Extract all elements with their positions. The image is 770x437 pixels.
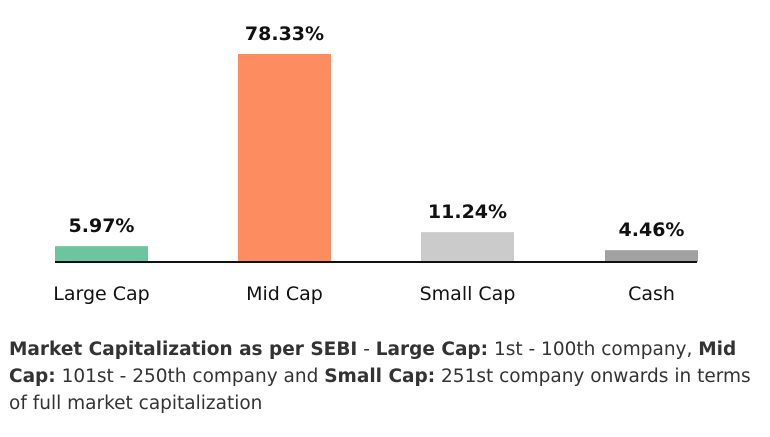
value-label-small-cap: 11.24%	[428, 201, 507, 223]
footnote-text-4: 251st company onwards in terms of full m…	[9, 366, 751, 414]
footnote-bold-1: Market Capitalization as per SEBI	[9, 339, 358, 360]
bar-cash	[605, 250, 698, 262]
value-label-mid-cap: 78.33%	[245, 23, 324, 45]
bar-chart: 5.97% 78.33% 11.24% 4.46% Large Cap Mid Cap S…	[53, 23, 698, 305]
footnote-text-2: 1st - 100th company,	[488, 339, 699, 360]
category-label-mid-cap: Mid Cap	[246, 283, 323, 305]
value-label-cash: 4.46%	[619, 219, 685, 241]
category-label-cash: Cash	[628, 283, 675, 305]
category-label-small-cap: Small Cap	[420, 283, 516, 305]
bar-large-cap	[55, 246, 148, 262]
footnote-text-1: -	[357, 339, 376, 360]
bars-group	[55, 54, 698, 262]
value-label-large-cap: 5.97%	[69, 215, 135, 237]
footnote: Market Capitalization as per SEBI - Larg…	[9, 336, 759, 417]
footnote-bold-small-cap: Small Cap:	[324, 366, 436, 387]
value-labels-group: 5.97% 78.33% 11.24% 4.46%	[69, 23, 685, 241]
category-labels-group: Large Cap Mid Cap Small Cap Cash	[53, 283, 675, 305]
footnote-bold-large-cap: Large Cap:	[375, 339, 489, 360]
bar-small-cap	[421, 232, 514, 262]
category-label-large-cap: Large Cap	[53, 283, 149, 305]
footnote-bold-mid-cap: Mid Cap:	[9, 339, 737, 387]
bar-mid-cap	[238, 54, 331, 262]
footnote-text-3: 101st - 250th company and	[55, 366, 325, 387]
